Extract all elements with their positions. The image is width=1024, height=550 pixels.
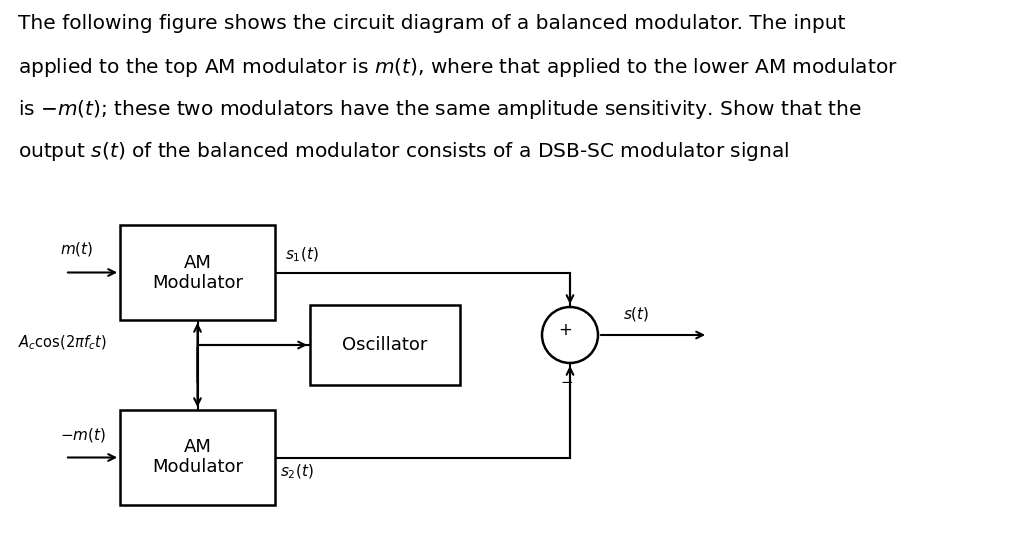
Bar <box>120 225 275 320</box>
Text: +: + <box>558 321 572 339</box>
Text: Modulator: Modulator <box>152 459 243 476</box>
Bar <box>310 305 460 385</box>
Text: $-$: $-$ <box>560 373 573 388</box>
Text: $s_1(t)$: $s_1(t)$ <box>285 246 318 265</box>
Text: $m(t)$: $m(t)$ <box>60 240 93 258</box>
Text: $-m(t)$: $-m(t)$ <box>60 426 106 443</box>
Text: $s_2(t)$: $s_2(t)$ <box>280 463 313 481</box>
Text: output $s(t)$ of the balanced modulator consists of a DSB-SC modulator signal: output $s(t)$ of the balanced modulator … <box>18 140 790 163</box>
Text: Oscillator: Oscillator <box>342 336 428 354</box>
Text: $A_c\cos(2\pi f_c t)$: $A_c\cos(2\pi f_c t)$ <box>18 334 106 352</box>
Text: applied to the top AM modulator is $m(t)$, where that applied to the lower AM mo: applied to the top AM modulator is $m(t)… <box>18 56 898 79</box>
Text: AM: AM <box>183 254 211 272</box>
Bar <box>120 410 275 505</box>
Text: Modulator: Modulator <box>152 273 243 292</box>
Text: $s(t)$: $s(t)$ <box>623 305 649 323</box>
Text: The following figure shows the circuit diagram of a balanced modulator. The inpu: The following figure shows the circuit d… <box>18 14 846 33</box>
Text: is $-m(t)$; these two modulators have the same amplitude sensitivity. Show that : is $-m(t)$; these two modulators have th… <box>18 98 861 121</box>
Text: AM: AM <box>183 438 211 456</box>
